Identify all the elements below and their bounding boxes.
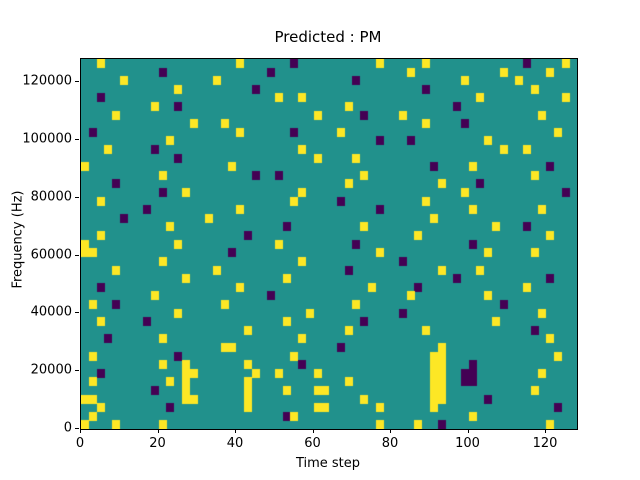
- y-tick-label: 60000: [30, 247, 72, 263]
- chart-title: Predicted : PM: [274, 28, 382, 46]
- y-tick-label: 80000: [30, 189, 72, 205]
- x-tick-mark: [467, 429, 469, 433]
- x-axis-label: Time step: [295, 456, 361, 471]
- x-tick-mark: [235, 429, 236, 433]
- heatmap-canvas: [81, 59, 577, 429]
- y-tick-mark: [75, 254, 79, 256]
- x-tick-label: 0: [75, 436, 85, 451]
- y-tick-mark: [75, 428, 79, 429]
- x-tick-mark: [545, 429, 546, 433]
- x-tick-label: 80: [381, 436, 399, 451]
- x-tick-label: 120: [532, 436, 558, 451]
- y-tick-label: 0: [63, 420, 72, 436]
- y-tick-mark: [75, 138, 79, 140]
- x-tick-label: 60: [304, 436, 321, 451]
- y-tick-label: 20000: [30, 362, 72, 378]
- x-tick-mark: [157, 429, 159, 433]
- x-tick-mark: [390, 429, 391, 433]
- y-tick-mark: [75, 370, 79, 372]
- plot-area: [80, 58, 578, 430]
- y-tick-mark: [75, 312, 79, 314]
- y-tick-label: 120000: [22, 73, 72, 89]
- y-tick-mark: [75, 81, 79, 83]
- x-tick-label: 40: [226, 436, 244, 451]
- y-axis-label: Frequency (Hz): [10, 190, 26, 289]
- y-tick-label: 40000: [30, 304, 72, 320]
- x-tick-label: 100: [455, 436, 480, 451]
- x-tick-mark: [80, 429, 81, 433]
- y-tick-label: 100000: [22, 131, 72, 147]
- x-tick-label: 20: [149, 436, 166, 451]
- x-tick-mark: [312, 429, 314, 433]
- y-tick-mark: [75, 196, 79, 198]
